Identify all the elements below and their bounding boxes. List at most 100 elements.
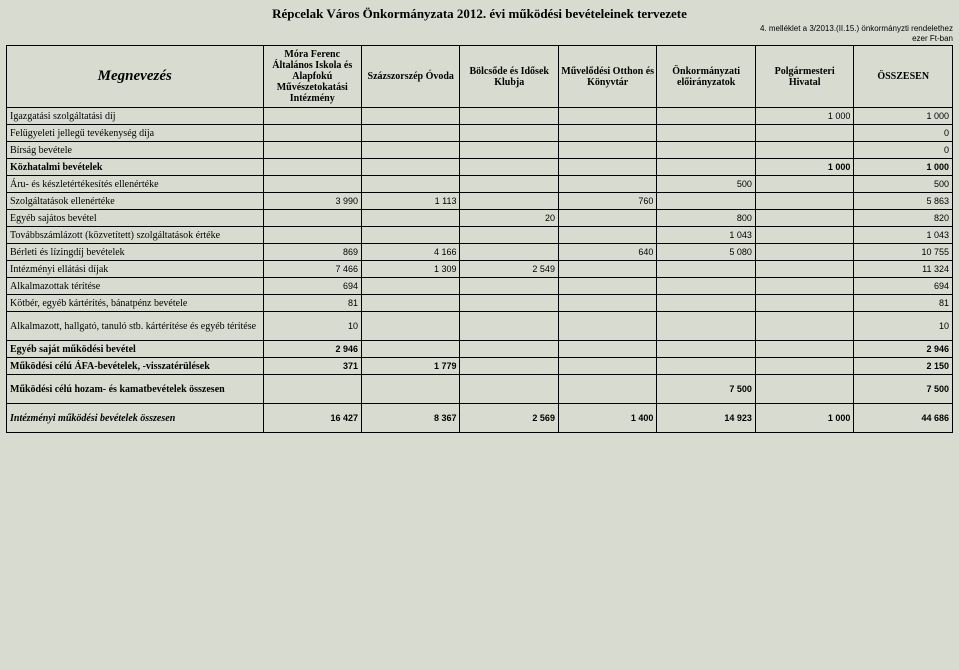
row-name: Alkalmazott, hallgató, tanuló stb. kárté… [7,312,264,341]
table-row: Szolgáltatások ellenértéke3 9901 1137605… [7,193,953,210]
cell-c6 [755,341,853,358]
cell-c1: 10 [263,312,361,341]
cell-c7: 500 [854,176,953,193]
revenue-table: Megnevezés Móra Ferenc Általános Iskola … [6,45,953,433]
table-row: Közhatalmi bevételek1 0001 000 [7,159,953,176]
cell-c7: 2 946 [854,341,953,358]
row-name: Egyéb sajátos bevétel [7,210,264,227]
table-row: Áru- és készletértékesítés ellenértéke50… [7,176,953,193]
table-row: Működési célú hozam- és kamatbevételek ö… [7,375,953,404]
cell-c7: 5 863 [854,193,953,210]
cell-c5 [657,142,755,159]
cell-c5: 500 [657,176,755,193]
cell-c3 [460,125,558,142]
table-row: Továbbszámlázott (közvetített) szolgálta… [7,227,953,244]
cell-c6: 1 000 [755,404,853,433]
row-name: Bírság bevétele [7,142,264,159]
annex-note: 4. melléklet a 3/2013.(II.15.) önkormány… [760,24,953,33]
table-row: Igazgatási szolgáltatási díj1 0001 000 [7,108,953,125]
cell-c6 [755,210,853,227]
cell-c1 [263,210,361,227]
cell-c2 [361,295,459,312]
cell-c4 [558,176,656,193]
cell-c3 [460,278,558,295]
cell-c6: 1 000 [755,108,853,125]
cell-c7: 2 150 [854,358,953,375]
cell-c2 [361,312,459,341]
cell-c2: 4 166 [361,244,459,261]
cell-c7: 10 755 [854,244,953,261]
cell-c7: 11 324 [854,261,953,278]
cell-c1: 3 990 [263,193,361,210]
cell-c7: 0 [854,125,953,142]
table-row: Egyéb sajátos bevétel20800820 [7,210,953,227]
row-name: Szolgáltatások ellenértéke [7,193,264,210]
cell-c4 [558,261,656,278]
col-header-c3: Bölcsőde és Idősek Klubja [460,46,558,108]
cell-c6 [755,375,853,404]
table-row: Működési célú ÁFA-bevételek, -visszatérü… [7,358,953,375]
row-name: Működési célú ÁFA-bevételek, -visszatérü… [7,358,264,375]
cell-c6 [755,278,853,295]
cell-c6 [755,358,853,375]
cell-c3 [460,244,558,261]
cell-c7: 694 [854,278,953,295]
cell-c5 [657,159,755,176]
cell-c3: 20 [460,210,558,227]
cell-c2 [361,159,459,176]
cell-c4 [558,159,656,176]
col-header-c2: Százszorszép Óvoda [361,46,459,108]
cell-c3 [460,312,558,341]
cell-c7: 1 000 [854,108,953,125]
cell-c1 [263,142,361,159]
cell-c3 [460,142,558,159]
cell-c1 [263,159,361,176]
cell-c2 [361,210,459,227]
cell-c4 [558,295,656,312]
col-header-c6: Polgármesteri Hivatal [755,46,853,108]
cell-c5 [657,358,755,375]
col-header-c7: ÖSSZESEN [854,46,953,108]
cell-c1 [263,176,361,193]
cell-c7: 44 686 [854,404,953,433]
cell-c4: 760 [558,193,656,210]
cell-c7: 10 [854,312,953,341]
cell-c5 [657,108,755,125]
cell-c5 [657,295,755,312]
cell-c6 [755,227,853,244]
row-name: Intézményi működési bevételek összesen [7,404,264,433]
cell-c4 [558,142,656,159]
row-name: Közhatalmi bevételek [7,159,264,176]
cell-c7: 81 [854,295,953,312]
cell-c3: 2 549 [460,261,558,278]
cell-c1: 694 [263,278,361,295]
row-name: Működési célú hozam- és kamatbevételek ö… [7,375,264,404]
cell-c5 [657,125,755,142]
cell-c1: 81 [263,295,361,312]
cell-c2: 1 779 [361,358,459,375]
table-row: Egyéb saját működési bevétel2 9462 946 [7,341,953,358]
col-header-c4: Művelődési Otthon és Könyvtár [558,46,656,108]
cell-c3 [460,227,558,244]
cell-c4 [558,278,656,295]
row-name: Bérleti és lízingdíj bevételek [7,244,264,261]
col-header-c1: Móra Ferenc Általános Iskola és Alapfokú… [263,46,361,108]
cell-c5: 800 [657,210,755,227]
cell-c3 [460,358,558,375]
cell-c4 [558,125,656,142]
cell-c2 [361,227,459,244]
cell-c6 [755,295,853,312]
cell-c5: 14 923 [657,404,755,433]
cell-c2 [361,142,459,159]
cell-c5 [657,341,755,358]
cell-c1 [263,375,361,404]
unit-note: ezer Ft-ban [912,34,953,43]
cell-c2: 1 309 [361,261,459,278]
cell-c5: 5 080 [657,244,755,261]
cell-c5: 1 043 [657,227,755,244]
cell-c5: 7 500 [657,375,755,404]
table-row: Alkalmazott, hallgató, tanuló stb. kárté… [7,312,953,341]
cell-c3 [460,176,558,193]
cell-c1: 371 [263,358,361,375]
cell-c4 [558,375,656,404]
